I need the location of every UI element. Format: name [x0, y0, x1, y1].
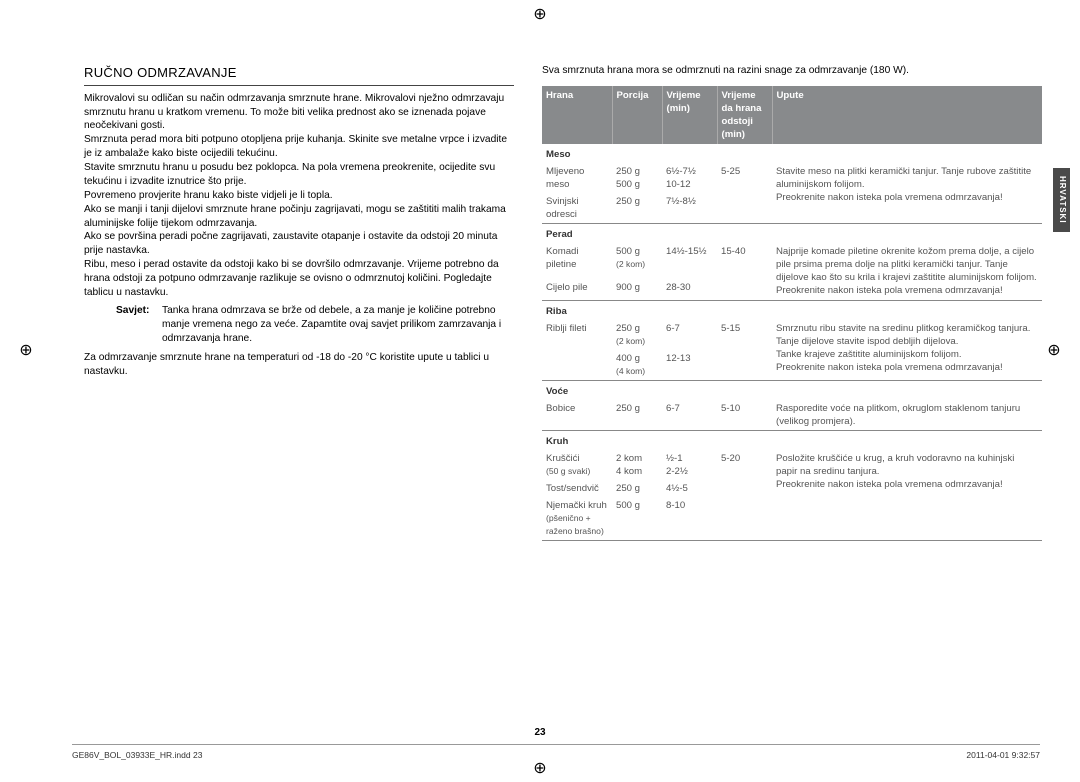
th-v1: Vrijeme (min) — [662, 86, 717, 144]
cell-porcija: 500 g — [612, 497, 662, 541]
table-row: Bobice250 g6-75-10Rasporedite voće na pl… — [542, 400, 1042, 431]
cell-porcija: 250 g — [612, 480, 662, 497]
crop-mark-right: ⊕ — [1044, 340, 1064, 360]
cell-hrana: Komadi piletine — [542, 243, 612, 279]
crop-mark-bottom: ⊕ — [530, 758, 550, 778]
paragraph: Ribu, meso i perad ostavite da odstoji k… — [84, 258, 514, 300]
cell-hrana: Mljeveno meso — [542, 163, 612, 193]
cell-porcija: 400 g(4 kom) — [612, 350, 662, 381]
th-v2: Vrijeme da hrana odstoji (min) — [717, 86, 772, 144]
cell-porcija: 250 g — [612, 400, 662, 431]
table-row: Komadi piletine500 g(2 kom)14½-15½15-40N… — [542, 243, 1042, 279]
footer-left: GE86V_BOL_03933E_HR.indd 23 — [72, 750, 202, 760]
category-cell: Perad — [542, 224, 1042, 244]
cell-v2: 5-20 — [717, 450, 772, 541]
table-head: Hrana Porcija Vrijeme (min) Vrijeme da h… — [542, 86, 1042, 144]
language-tab: HRVATSKI — [1053, 168, 1070, 232]
table-row: Kruščići(50 g svaki)2 kom4 kom½-12-2½5-2… — [542, 450, 1042, 480]
cell-upute: Rasporedite voće na plitkom, okruglom st… — [772, 400, 1042, 431]
table-group: RibaRiblji fileti250 g(2 kom)6-75-15Smrz… — [542, 300, 1042, 380]
footer-rule — [72, 744, 1040, 745]
category-row: Meso — [542, 144, 1042, 163]
table-group: KruhKruščići(50 g svaki)2 kom4 kom½-12-2… — [542, 430, 1042, 540]
cell-v1: 8-10 — [662, 497, 717, 541]
cell-porcija: 250 g — [612, 193, 662, 224]
category-cell: Riba — [542, 300, 1042, 320]
table-group: MesoMljeveno meso250 g500 g6½-7½10-125-2… — [542, 144, 1042, 224]
section-heading: RUČNO ODMRZAVANJE — [84, 64, 514, 82]
heading-rule — [84, 85, 514, 86]
cell-v2: 5-25 — [717, 163, 772, 224]
cell-upute: Stavite meso na plitki keramički tanjur.… — [772, 163, 1042, 224]
cell-v1: 6-7 — [662, 400, 717, 431]
category-cell: Kruh — [542, 430, 1042, 450]
cell-v1: 7½-8½ — [662, 193, 717, 224]
cell-v2: 5-15 — [717, 320, 772, 381]
cell-hrana: Svinjski odresci — [542, 193, 612, 224]
footer-right: 2011-04-01 9:32:57 — [966, 750, 1040, 760]
cell-v1: 14½-15½ — [662, 243, 717, 279]
cell-hrana — [542, 350, 612, 381]
cell-v1: 4½-5 — [662, 480, 717, 497]
cell-hrana: Riblji fileti — [542, 320, 612, 350]
table-group: PeradKomadi piletine500 g(2 kom)14½-15½1… — [542, 224, 1042, 300]
cell-porcija: 900 g — [612, 279, 662, 300]
tip-label: Savjet: — [84, 304, 162, 346]
paragraph: Za odmrzavanje smrznute hrane na tempera… — [84, 351, 514, 379]
cell-upute: Smrznutu ribu stavite na sredinu plitkog… — [772, 320, 1042, 381]
cell-hrana: Cijelo pile — [542, 279, 612, 300]
paragraph: Ako se površina peradi počne zagrijavati… — [84, 230, 514, 258]
cell-porcija: 2 kom4 kom — [612, 450, 662, 480]
paragraph: Povremeno provjerite hranu kako biste vi… — [84, 189, 514, 203]
cell-v2: 5-10 — [717, 400, 772, 431]
cell-porcija: 500 g(2 kom) — [612, 243, 662, 279]
tip-text: Tanka hrana odmrzava se brže od debele, … — [162, 304, 514, 346]
category-cell: Voće — [542, 380, 1042, 400]
page-number: 23 — [0, 727, 1080, 738]
cell-v1: 12-13 — [662, 350, 717, 381]
table-group: VoćeBobice250 g6-75-10Rasporedite voće n… — [542, 380, 1042, 430]
right-column: Sva smrznuta hrana mora se odmrznuti na … — [542, 64, 1042, 722]
left-column: RUČNO ODMRZAVANJE Mikrovalovi su odličan… — [84, 64, 514, 722]
cell-v1: ½-12-2½ — [662, 450, 717, 480]
intro-text: Sva smrznuta hrana mora se odmrznuti na … — [542, 64, 1042, 78]
category-row: Kruh — [542, 430, 1042, 450]
category-row: Riba — [542, 300, 1042, 320]
defrost-table: Hrana Porcija Vrijeme (min) Vrijeme da h… — [542, 86, 1042, 541]
cell-porcija: 250 g500 g — [612, 163, 662, 193]
table-row: Mljeveno meso250 g500 g6½-7½10-125-25Sta… — [542, 163, 1042, 193]
paragraph: Mikrovalovi su odličan su način odmrzava… — [84, 92, 514, 134]
paragraph: Stavite smrznutu hranu u posudu bez pokl… — [84, 161, 514, 189]
crop-mark-left: ⊕ — [16, 340, 36, 360]
cell-hrana: Bobice — [542, 400, 612, 431]
page-content: RUČNO ODMRZAVANJE Mikrovalovi su odličan… — [84, 64, 1042, 722]
tip-row: Savjet: Tanka hrana odmrzava se brže od … — [84, 304, 514, 346]
cell-hrana: Tost/sendvič — [542, 480, 612, 497]
cell-upute: Posložite kruščiće u krug, a kruh vodora… — [772, 450, 1042, 541]
th-hrana: Hrana — [542, 86, 612, 144]
category-row: Voće — [542, 380, 1042, 400]
category-cell: Meso — [542, 144, 1042, 163]
cell-hrana: Kruščići(50 g svaki) — [542, 450, 612, 480]
cell-upute: Najprije komade piletine okrenite kožom … — [772, 243, 1042, 300]
category-row: Perad — [542, 224, 1042, 244]
cell-v1: 6-7 — [662, 320, 717, 350]
paragraph: Smrznuta perad mora biti potpuno otoplje… — [84, 133, 514, 161]
cell-porcija: 250 g(2 kom) — [612, 320, 662, 350]
paragraph: Ako se manji i tanji dijelovi smrznute h… — [84, 203, 514, 231]
cell-v2: 15-40 — [717, 243, 772, 300]
th-porcija: Porcija — [612, 86, 662, 144]
crop-mark-top: ⊕ — [530, 4, 550, 24]
footer: GE86V_BOL_03933E_HR.indd 23 2011-04-01 9… — [72, 750, 1040, 760]
cell-hrana: Njemački kruh(pšenično + raženo brašno) — [542, 497, 612, 541]
cell-v1: 6½-7½10-12 — [662, 163, 717, 193]
th-upute: Upute — [772, 86, 1042, 144]
cell-v1: 28-30 — [662, 279, 717, 300]
table-row: Riblji fileti250 g(2 kom)6-75-15Smrznutu… — [542, 320, 1042, 350]
